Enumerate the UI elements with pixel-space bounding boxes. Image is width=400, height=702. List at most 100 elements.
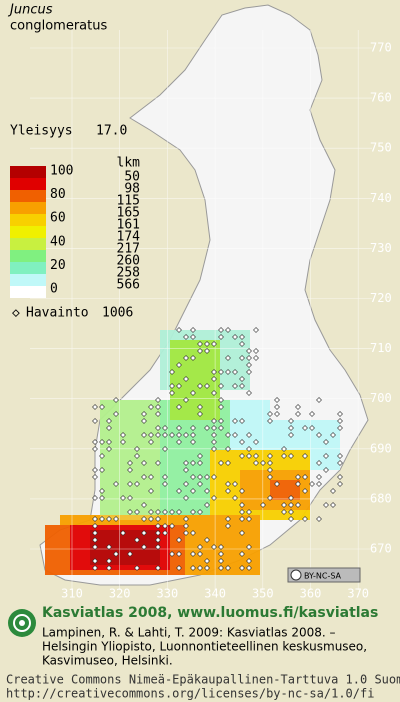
observation-dot — [316, 432, 322, 438]
observation-dot — [239, 355, 245, 361]
observation-dot — [323, 467, 329, 473]
species-name: conglomeratus — [10, 19, 107, 34]
observation-dot — [155, 460, 161, 466]
observation-dot — [246, 355, 252, 361]
observation-dot — [148, 474, 154, 480]
observation-dot — [127, 460, 133, 466]
observation-dot — [323, 439, 329, 445]
observation-dot — [183, 397, 189, 403]
observation-dot — [190, 355, 196, 361]
observation-dot — [134, 481, 140, 487]
observation-dot — [127, 481, 133, 487]
observation-dot — [246, 362, 252, 368]
observation-dot — [176, 565, 182, 571]
observation-dot — [120, 439, 126, 445]
observation-dot — [295, 411, 301, 417]
observation-dot — [183, 516, 189, 522]
observation-dot — [288, 418, 294, 424]
observation-dot — [211, 369, 217, 375]
observation-count: 1006 — [102, 306, 133, 321]
north-label: 690 — [370, 441, 392, 455]
grid-lines — [30, 30, 372, 590]
observation-dot — [239, 509, 245, 515]
scale-label: 100 — [50, 164, 73, 179]
observation-dot — [330, 488, 336, 494]
observation-dot — [176, 488, 182, 494]
logo — [8, 609, 36, 637]
observation-dot — [225, 369, 231, 375]
observation-label: Havainto — [26, 306, 89, 321]
observation-dot — [176, 432, 182, 438]
observation-dot — [106, 516, 112, 522]
north-label: 750 — [370, 141, 392, 155]
observation-dot — [232, 495, 238, 501]
observation-dot — [246, 446, 252, 452]
observation-dot — [218, 425, 224, 431]
observation-dot — [204, 341, 210, 347]
observation-dot — [183, 460, 189, 466]
north-label: 700 — [370, 391, 392, 405]
observation-dot — [218, 397, 224, 403]
observation-dot — [211, 439, 217, 445]
observation-dot — [330, 502, 336, 508]
observation-dot — [127, 495, 133, 501]
east-label: 360 — [300, 587, 322, 601]
observation-dot — [288, 516, 294, 522]
observation-dot — [204, 565, 210, 571]
observation-dot — [302, 453, 308, 459]
observation-dot — [295, 481, 301, 487]
observation-dot — [211, 390, 217, 396]
observation-dot — [183, 481, 189, 487]
north-label: 730 — [370, 241, 392, 255]
observation-dot — [267, 460, 273, 466]
observation-dot — [288, 509, 294, 515]
observation-dot — [218, 460, 224, 466]
observation-dot — [155, 509, 161, 515]
observation-dot — [260, 460, 266, 466]
observation-dot — [232, 481, 238, 487]
observation-dot — [92, 565, 98, 571]
observation-dot — [148, 488, 154, 494]
observation-dot — [92, 404, 98, 410]
observation-dot — [92, 495, 98, 501]
observation-dot — [92, 418, 98, 424]
observation-dot — [155, 411, 161, 417]
frequency-label: Yleisyys — [10, 124, 73, 139]
observation-dot — [183, 376, 189, 382]
observation-dot — [267, 453, 273, 459]
observation-dot — [232, 418, 238, 424]
observation-dot — [155, 404, 161, 410]
observation-dot — [155, 432, 161, 438]
observation-dot — [155, 523, 161, 529]
observation-dot — [267, 474, 273, 480]
observation-dot — [337, 460, 343, 466]
east-label: 350 — [252, 587, 274, 601]
observation-dot — [148, 404, 154, 410]
observation-dot — [183, 523, 189, 529]
observation-dot — [197, 509, 203, 515]
citation: Lampinen, R. & Lahti, T. 2009: Kasviatla… — [42, 626, 336, 640]
observation-dot — [92, 446, 98, 452]
observation-dot — [246, 558, 252, 564]
observation-dot — [218, 544, 224, 550]
count-label: 50 — [124, 170, 140, 185]
observation-dot — [197, 404, 203, 410]
observation-dot — [337, 418, 343, 424]
observation-dot — [295, 474, 301, 480]
observation-dot — [106, 439, 112, 445]
observation-dot — [253, 348, 259, 354]
observation-dot — [197, 460, 203, 466]
scale-label: 20 — [50, 258, 66, 273]
observation-dot — [316, 481, 322, 487]
observation-dot — [176, 327, 182, 333]
observation-dot — [295, 404, 301, 410]
observation-dot — [323, 502, 329, 508]
observation-dot — [92, 544, 98, 550]
count-label: 566 — [117, 278, 140, 293]
observation-dot — [190, 551, 196, 557]
observation-dot — [204, 488, 210, 494]
observation-dot — [141, 530, 147, 536]
observation-dot — [218, 369, 224, 375]
observation-dot — [211, 376, 217, 382]
observation-dot — [162, 523, 168, 529]
